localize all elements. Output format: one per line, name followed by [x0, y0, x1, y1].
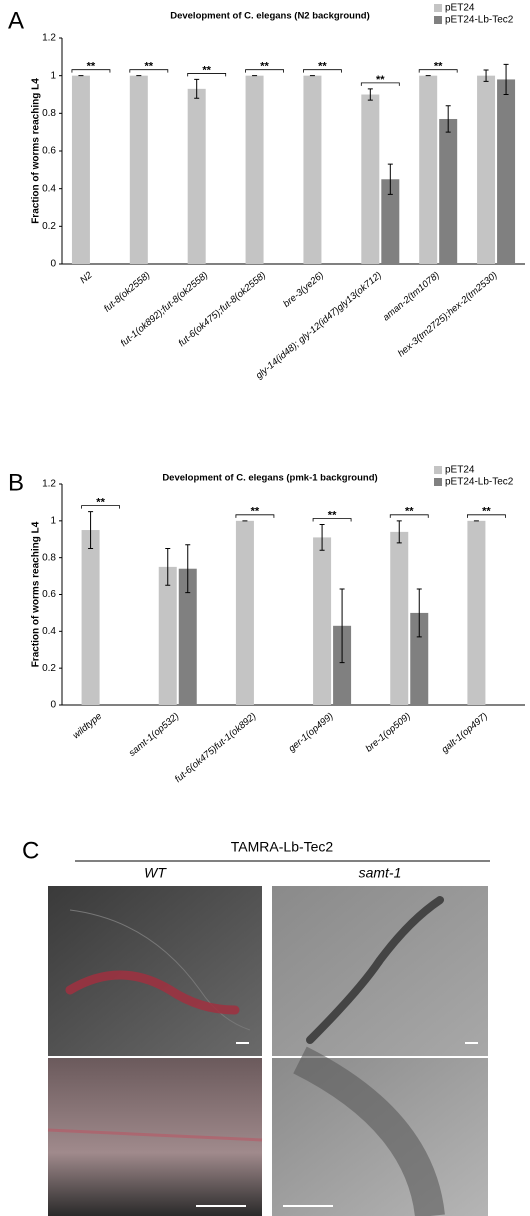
- panel-label: C: [22, 837, 39, 864]
- x-tick-label: gly-14(id48); gly-12(id47)gly13(ok712): [254, 270, 384, 382]
- y-axis-title: Fraction of worms reaching L4: [31, 521, 42, 667]
- y-tick-label: 0.2: [42, 663, 56, 674]
- legend-swatch: [434, 478, 442, 486]
- significance-label: **: [328, 509, 337, 521]
- y-tick-label: 0.8: [42, 108, 56, 119]
- x-tick-label: ger-1(op499): [287, 711, 336, 755]
- y-tick-label: 1.2: [42, 33, 56, 44]
- x-tick-label: samt-1(op532): [127, 711, 181, 759]
- significance-label: **: [376, 74, 385, 86]
- bar: [497, 79, 515, 264]
- y-tick-label: 1: [50, 70, 56, 81]
- bar: [246, 76, 264, 264]
- y-axis-title: Fraction of worms reaching L4: [31, 78, 42, 224]
- bar: [159, 567, 177, 705]
- bar: [419, 76, 437, 264]
- significance-label: **: [318, 61, 327, 73]
- panel-label: A: [8, 7, 24, 34]
- micrograph: [272, 886, 488, 1056]
- y-tick-label: 1.2: [42, 479, 56, 490]
- column-label: samt-1: [359, 865, 402, 881]
- significance-label: **: [434, 61, 443, 73]
- x-tick-label: fut-8(ok2558): [102, 270, 152, 315]
- significance-label: **: [260, 61, 269, 73]
- x-tick-label: aman-2(tm1078): [381, 270, 442, 324]
- x-tick-label: bre-3(ye26): [281, 270, 326, 310]
- bar: [130, 76, 148, 264]
- column-label: WT: [144, 865, 167, 881]
- x-tick-label: galt-1(op497): [440, 711, 490, 756]
- x-tick-label: wildtype: [71, 711, 104, 741]
- bar: [188, 89, 206, 264]
- legend-swatch: [434, 466, 442, 474]
- significance-label: **: [482, 506, 491, 518]
- y-tick-label: 0: [50, 700, 56, 711]
- bar: [82, 530, 100, 705]
- legend-label: pET24: [445, 3, 475, 14]
- bar: [72, 76, 90, 264]
- x-tick-label: hex-3(tm2725);hex-2(tm2530): [396, 270, 500, 360]
- panel-c: C TAMRA-Lb-Tec2 WT samt-1: [22, 837, 490, 1216]
- x-tick-label: N2: [78, 269, 95, 286]
- y-tick-label: 1: [50, 515, 56, 526]
- legend-swatch: [434, 4, 442, 12]
- significance-label: **: [96, 497, 105, 509]
- significance-label: **: [202, 64, 211, 76]
- bar: [236, 521, 254, 705]
- y-tick-label: 0.2: [42, 221, 56, 232]
- chart-title: Development of C. elegans (pmk-1 backgro…: [162, 473, 377, 484]
- bar: [439, 119, 457, 264]
- legend-label: pET24-Lb-Tec2: [445, 477, 514, 488]
- bar: [303, 76, 321, 264]
- legend-swatch: [434, 16, 442, 24]
- significance-label: **: [405, 506, 414, 518]
- y-tick-label: 0.4: [42, 183, 56, 194]
- bar: [467, 521, 485, 705]
- y-tick-label: 0.8: [42, 552, 56, 563]
- legend-label: pET24-Lb-Tec2: [445, 15, 514, 26]
- significance-label: **: [145, 61, 154, 73]
- bar: [361, 95, 379, 265]
- bar: [477, 76, 495, 264]
- figure: C TAMRA-Lb-Tec2 WT samt-1 A Development o…: [0, 0, 530, 1216]
- x-tick-label: fut-6(ok475)fut-1(ok892): [173, 711, 259, 785]
- chart-title: Development of C. elegans (N2 background…: [170, 11, 370, 22]
- panel-label: B: [8, 469, 24, 496]
- y-tick-label: 0: [50, 259, 56, 270]
- significance-label: **: [87, 61, 96, 73]
- legend-label: pET24: [445, 465, 475, 476]
- x-tick-label: bre-1(op509): [364, 711, 413, 755]
- y-tick-label: 0.6: [42, 589, 56, 600]
- significance-label: **: [251, 506, 260, 518]
- y-tick-label: 0.6: [42, 146, 56, 157]
- bar: [313, 537, 331, 705]
- bar: [390, 532, 408, 705]
- panel-title: TAMRA-Lb-Tec2: [231, 839, 334, 855]
- y-tick-label: 0.4: [42, 626, 56, 637]
